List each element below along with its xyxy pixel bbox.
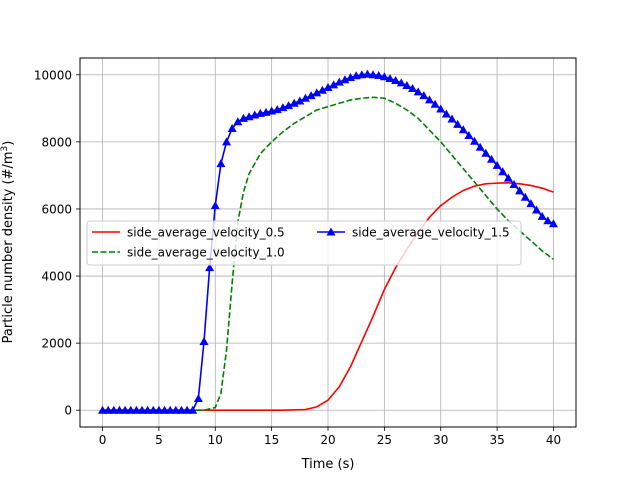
series-2-point [98,405,108,414]
series-2-point [222,137,232,146]
series-2-point [176,405,186,414]
series-2-point [165,405,175,414]
series-2-point [323,83,333,92]
series-2-point [295,96,305,105]
x-tick-label: 0 [99,433,107,447]
series-2-point [362,69,372,78]
series-2-point [537,211,547,220]
x-tick-label: 35 [489,433,504,447]
x-tick-label: 10 [208,433,223,447]
series-2-point [272,105,282,114]
y-tick-label: 6000 [41,202,72,216]
x-tick-label: 5 [155,433,163,447]
y-tick-label: 4000 [41,270,72,284]
series-2-point [503,173,513,182]
series-2-point [126,405,136,414]
legend-label-2: side_average_velocity_1.5 [352,226,510,240]
series-2-point [284,101,294,110]
series-2-point [413,87,423,96]
series-2-point [334,77,344,86]
x-tick-label: 30 [433,433,448,447]
series-2-point [408,84,418,93]
series-2-point [543,216,553,225]
series-2-point [385,73,395,82]
series-2-point [143,405,153,414]
series-2-point [391,75,401,84]
legend-label-1: side_average_velocity_1.0 [127,246,285,260]
series-2-point [233,117,243,126]
series-2-point [441,109,451,118]
series-2-point [120,405,130,414]
series-2-point [430,99,440,108]
series-2-point [188,405,198,414]
series-2-point [396,78,406,87]
series-2-point [436,104,446,113]
series-2-point [278,103,288,112]
series-line-1 [102,96,554,412]
series-2-point [160,405,170,414]
series-2-point [312,88,322,97]
series-2-point [368,70,378,79]
series-2-point [464,130,474,139]
series-2-point [289,98,299,107]
series-2-point [103,405,113,414]
legend-marker-2 [326,227,336,236]
series-2-point [329,80,339,89]
series-2-point [475,142,485,151]
series-2-point [379,72,389,81]
series-2-point [447,114,457,123]
x-tick-label: 20 [320,433,335,447]
y-tick-label: 10000 [34,68,72,82]
y-axis-label: Particle number density (#/m3) [0,141,16,344]
series-2-point [374,70,384,79]
legend: side_average_velocity_0.5 side_average_v… [86,220,522,266]
series-2-point [492,160,502,169]
series-2-point [109,405,119,414]
x-tick-label: 40 [546,433,561,447]
series-2-point [216,159,226,168]
series-2-point [470,136,480,145]
x-tick-label: 15 [264,433,279,447]
series-2-point [458,125,468,134]
series-2-point [154,405,164,414]
series-2-point [227,123,237,132]
series-2-point [486,154,496,163]
axes: 0 5 10 15 20 25 30 35 40 0 2000 4000 6000 8000 10000 [34,68,561,447]
legend-label-0: side_average_velocity_0.5 [127,226,285,240]
series-2-point [424,95,434,104]
series-2-point [148,405,158,414]
series-2-point [481,148,491,157]
series-2-point [210,201,220,210]
series-2-point [453,119,463,128]
series-2-point [205,263,215,272]
series-2-point [419,91,429,100]
series-2-point [340,75,350,84]
series-2-point [193,393,203,402]
series-2-point [137,405,147,414]
series-2-point [548,219,558,228]
series-2-point [526,199,536,208]
y-tick-label: 8000 [41,135,72,149]
series-2-point [509,179,519,188]
series-2-point [317,85,327,94]
x-axis-label: Time (s) [301,457,355,472]
series-2-point [300,93,310,102]
y-tick-label: 0 [64,404,72,418]
series-2-point [114,405,124,414]
series-2-point [306,91,316,100]
series-2-point [131,405,141,414]
legend-frame [86,220,522,266]
series-2-point [515,186,525,195]
series-2-point [532,205,542,214]
series-2-point [199,336,209,345]
series-2-point [498,167,508,176]
series-2-point [520,192,530,201]
series-2-point [182,405,192,414]
series-2-point [402,81,412,90]
y-tick-label: 2000 [41,337,72,351]
series-2-point [171,405,181,414]
x-tick-label: 25 [377,433,392,447]
